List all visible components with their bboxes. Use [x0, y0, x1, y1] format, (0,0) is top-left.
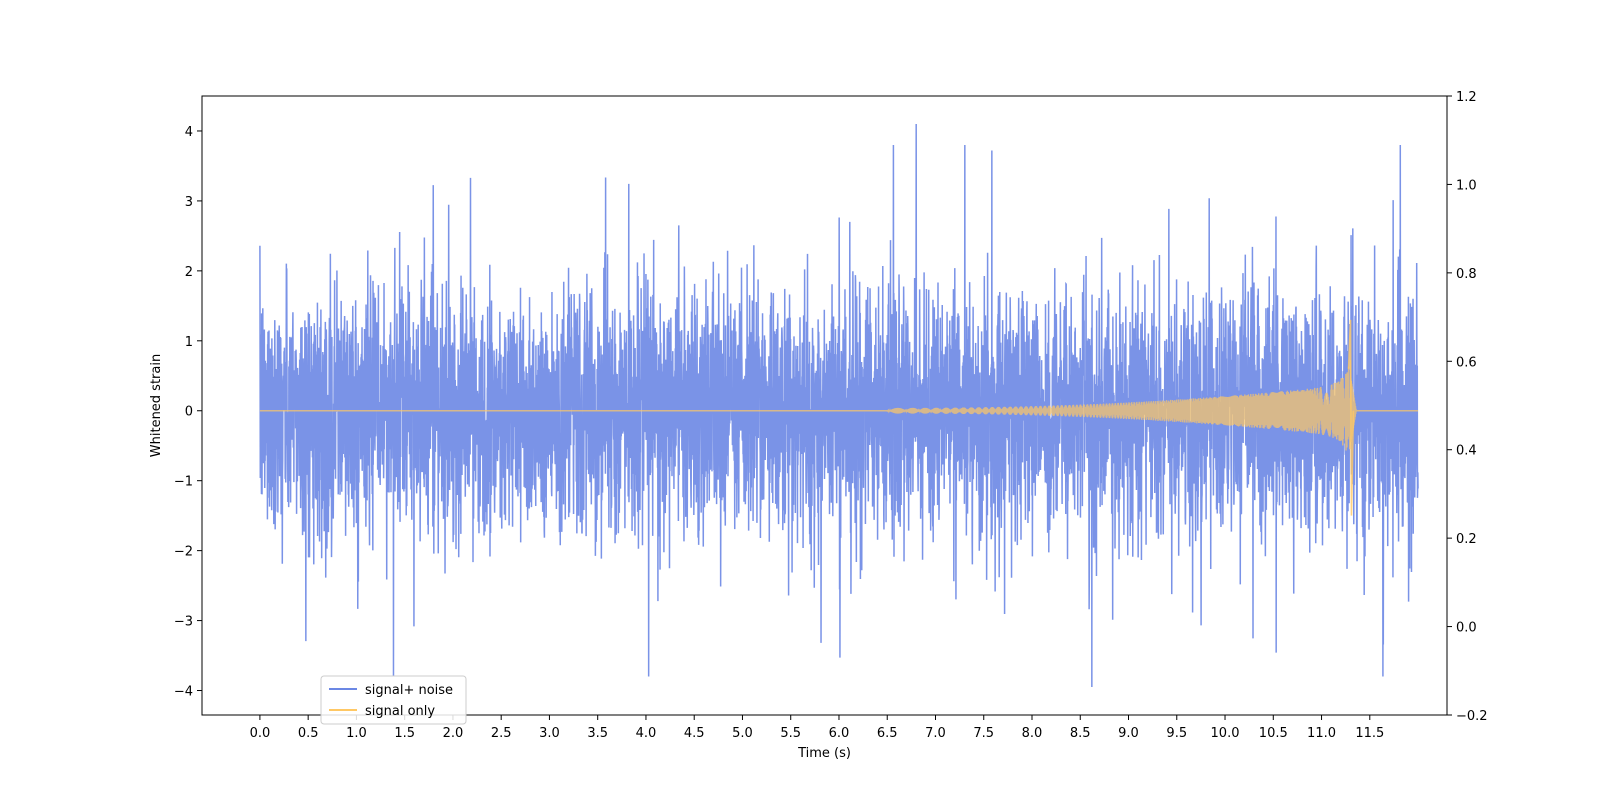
- y-tick-label: −1: [174, 475, 193, 490]
- y-tick-label: −4: [174, 685, 193, 700]
- x-tick-label: 2.5: [491, 726, 512, 741]
- x-tick-label: 5.5: [780, 726, 801, 741]
- y-tick-label: 2: [185, 265, 193, 280]
- y2-tick-label: 0.8: [1456, 267, 1477, 282]
- y2-tick-label: −0.2: [1456, 709, 1488, 724]
- signal-merger-spike: [1347, 319, 1355, 516]
- x-tick-label: 6.5: [877, 726, 898, 741]
- y-tick-label: 1: [185, 335, 193, 350]
- y-tick-label: 0: [185, 405, 193, 420]
- x-tick-label: 10.5: [1259, 726, 1288, 741]
- plot-frame: [201, 95, 1448, 716]
- y2-tick-label: 0.2: [1456, 532, 1477, 547]
- x-tick-label: 11.0: [1307, 726, 1336, 741]
- x-tick-label: 8.5: [1070, 726, 1091, 741]
- x-tick-label: 5.0: [732, 726, 753, 741]
- x-tick-label: 1.5: [394, 726, 415, 741]
- legend-label-signal-noise: signal+ noise: [365, 683, 453, 698]
- legend-box: [320, 675, 467, 725]
- y2-tick-label: 0.0: [1456, 621, 1477, 636]
- legend-label-signal-only: signal only: [365, 704, 435, 719]
- x-tick-label: 4.0: [636, 726, 657, 741]
- y-tick-label: −3: [174, 615, 193, 630]
- x-tick-label: 11.5: [1355, 726, 1384, 741]
- x-tick-label: 6.0: [829, 726, 850, 741]
- y2-tick-label: 1.0: [1456, 178, 1477, 193]
- legend: signal+ noise signal only: [320, 675, 467, 725]
- y-tick-label: −2: [174, 545, 193, 560]
- y2-tick-label: 0.4: [1456, 444, 1477, 459]
- x-tick-label: 9.0: [1118, 726, 1139, 741]
- x-tick-label: 8.0: [1022, 726, 1043, 741]
- x-tick-label: 7.5: [973, 726, 994, 741]
- x-tick-label: 4.5: [684, 726, 705, 741]
- y2-tick-label: 1.2: [1456, 90, 1477, 105]
- x-tick-label: 0.5: [298, 726, 319, 741]
- x-tick-label: 3.0: [539, 726, 560, 741]
- y-axis-left: −4 −3 −2 −1 0 1 2 3 4: [174, 125, 202, 700]
- x-tick-label: 2.0: [443, 726, 464, 741]
- x-tick-label: 3.5: [587, 726, 608, 741]
- x-tick-label: 1.0: [346, 726, 367, 741]
- series-signal-only-line: [259, 360, 1419, 451]
- x-tick-label: 7.0: [925, 726, 946, 741]
- y-axis-right: −0.2 0.0 0.2 0.4 0.6 0.8 1.0 1.2: [1447, 90, 1488, 724]
- y-tick-label: 4: [185, 125, 193, 140]
- x-tick-label: 0.0: [250, 726, 271, 741]
- series-layer: [259, 123, 1419, 688]
- x-axis-label: Time (s): [797, 746, 851, 761]
- x-tick-label: 10.0: [1211, 726, 1240, 741]
- y-tick-label: 3: [185, 195, 193, 210]
- y2-tick-label: 0.6: [1456, 355, 1477, 370]
- x-tick-label: 9.5: [1166, 726, 1187, 741]
- y-axis-label: Whitened strain: [149, 354, 164, 457]
- x-axis: 0.0 0.5 1.0 1.5 2.0 2.5 3.0 3.5 4.0 4.5 5.0 5.5 6.0 6…: [250, 715, 1384, 741]
